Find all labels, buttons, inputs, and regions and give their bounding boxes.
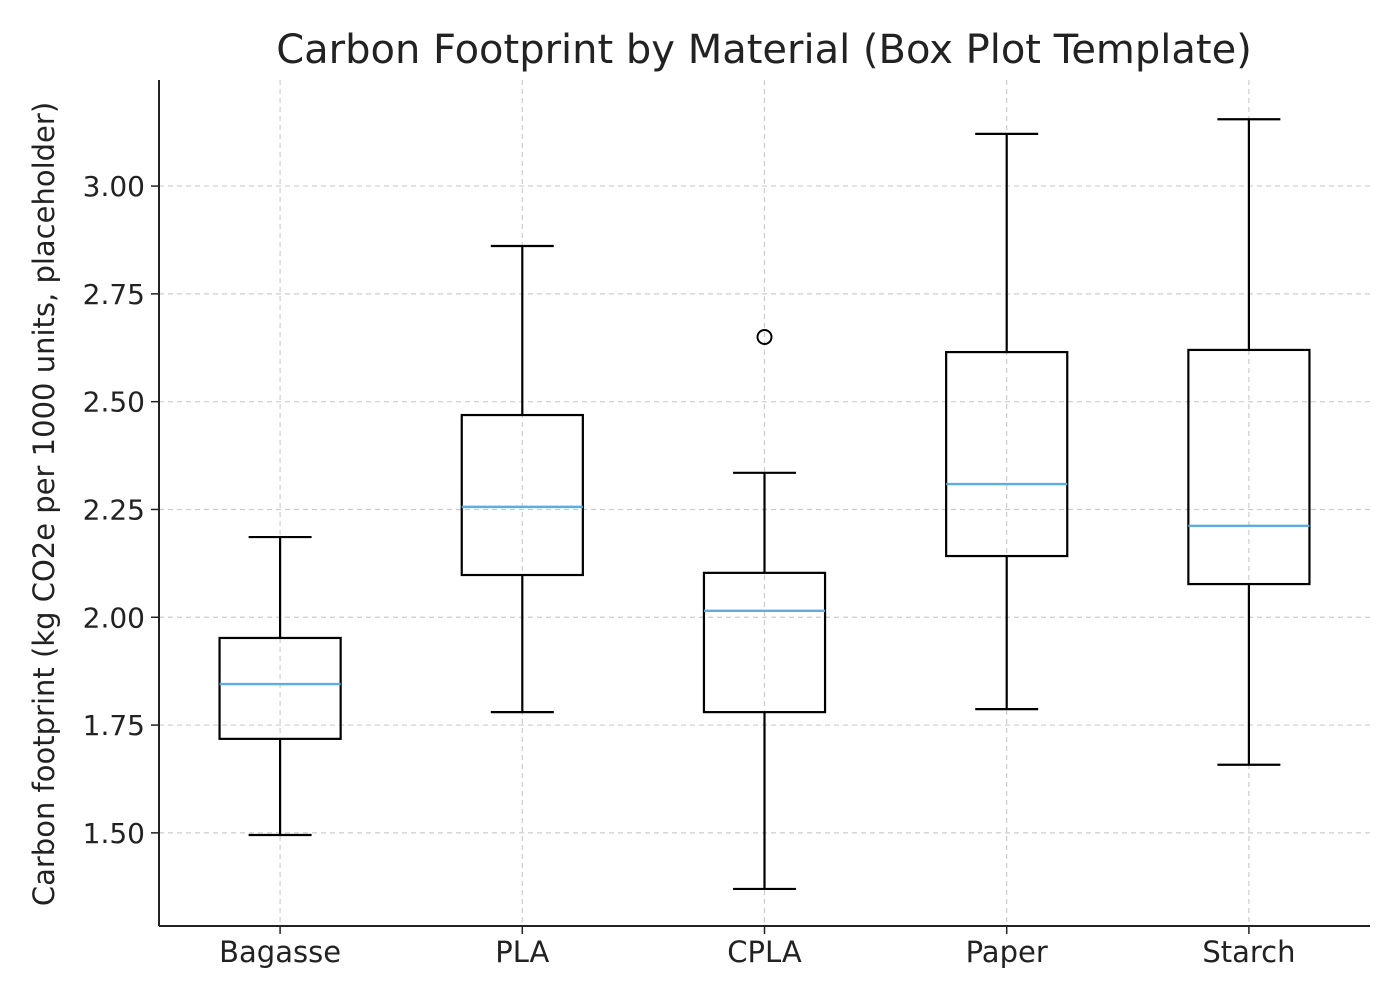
x-tick-label: Starch [1202, 935, 1295, 969]
iqr-box [460, 413, 584, 577]
x-tick-label: Bagasse [219, 935, 341, 969]
iqr-box [702, 571, 827, 714]
boxes [218, 118, 1311, 891]
box-paper [945, 132, 1069, 711]
y-tick-label: 2.75 [83, 278, 145, 311]
iqr-box [945, 350, 1069, 558]
y-tick-label: 2.00 [83, 601, 145, 634]
box-cpla [702, 328, 827, 891]
y-tick-label: 2.50 [83, 386, 145, 419]
x-tick-label: CPLA [727, 935, 802, 969]
box-starch [1187, 118, 1311, 766]
iqr-box [218, 636, 342, 740]
iqr-box [1187, 348, 1311, 586]
y-axis-label: Carbon footprint (kg CO2e per 1000 units… [27, 102, 61, 906]
y-tick-label: 1.50 [83, 817, 145, 850]
x-tick-label: PLA [495, 935, 549, 969]
y-tick-label: 1.75 [83, 709, 145, 742]
chart-title: Carbon Footprint by Material (Box Plot T… [276, 27, 1252, 73]
box-pla [460, 244, 584, 714]
box-bagasse [218, 535, 342, 837]
y-tick-label: 2.25 [83, 493, 145, 526]
outlier-point [756, 328, 773, 345]
y-tick-label: 3.00 [83, 170, 145, 203]
x-tick-label: Paper [966, 935, 1048, 969]
axes: 1.50 1.75 2.00 2.25 2.50 2.75 3.00 Bagasse PLA CP… [83, 80, 1370, 969]
